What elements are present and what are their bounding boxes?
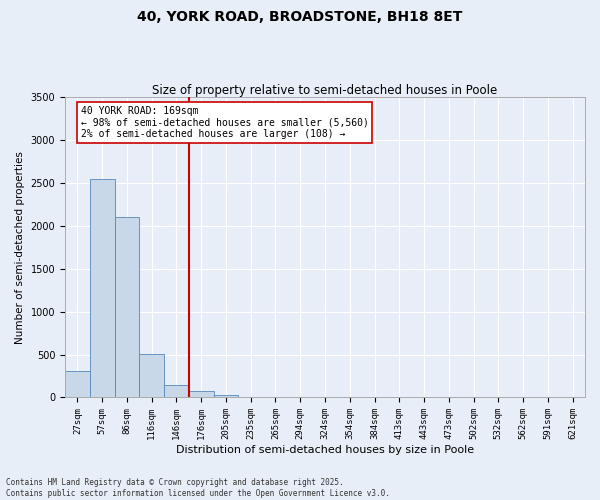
Bar: [189, 390, 214, 398]
Bar: [115, 217, 139, 398]
Text: Contains HM Land Registry data © Crown copyright and database right 2025.
Contai: Contains HM Land Registry data © Crown c…: [6, 478, 390, 498]
Bar: [90, 178, 115, 398]
Bar: [139, 354, 164, 398]
Text: 40, YORK ROAD, BROADSTONE, BH18 8ET: 40, YORK ROAD, BROADSTONE, BH18 8ET: [137, 10, 463, 24]
Bar: [65, 371, 90, 398]
Bar: [164, 384, 189, 398]
Y-axis label: Number of semi-detached properties: Number of semi-detached properties: [15, 151, 25, 344]
Bar: [214, 395, 238, 398]
X-axis label: Distribution of semi-detached houses by size in Poole: Distribution of semi-detached houses by …: [176, 445, 474, 455]
Title: Size of property relative to semi-detached houses in Poole: Size of property relative to semi-detach…: [152, 84, 497, 97]
Text: 40 YORK ROAD: 169sqm
← 98% of semi-detached houses are smaller (5,560)
2% of sem: 40 YORK ROAD: 169sqm ← 98% of semi-detac…: [80, 106, 368, 139]
